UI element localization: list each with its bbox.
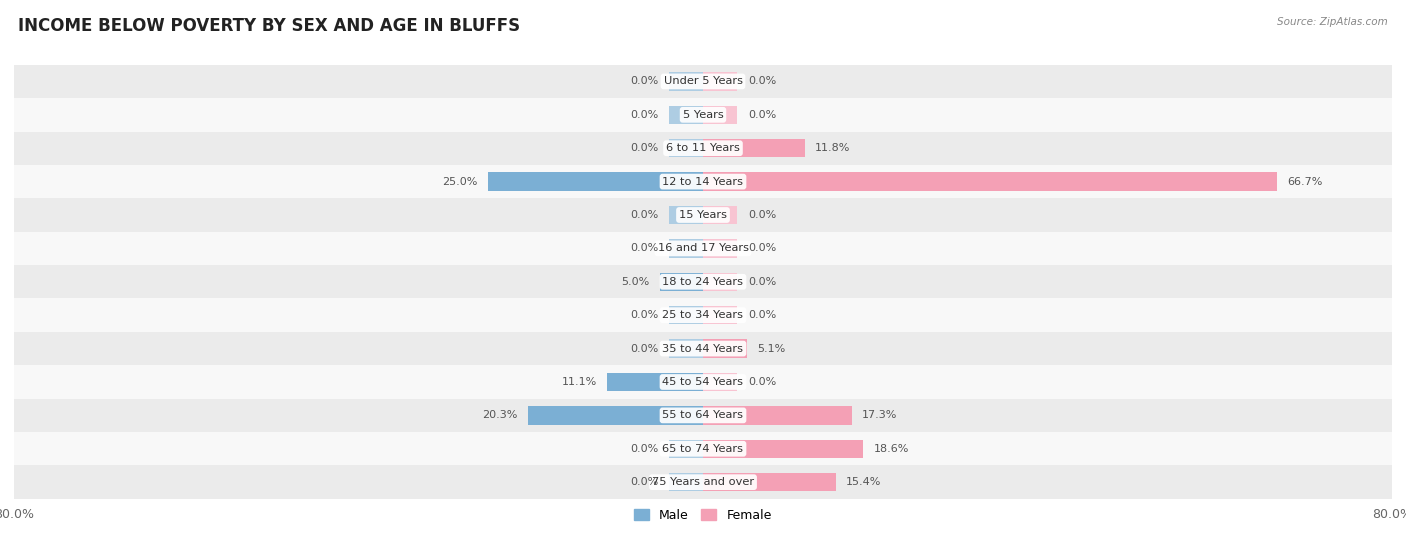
Bar: [529, 406, 703, 425]
Bar: [14, 465, 1392, 499]
Text: 6 to 11 Years: 6 to 11 Years: [666, 143, 740, 153]
Bar: [703, 72, 738, 90]
Text: 0.0%: 0.0%: [748, 277, 776, 287]
Legend: Male, Female: Male, Female: [630, 504, 776, 527]
Bar: [14, 432, 1392, 465]
Bar: [669, 473, 703, 492]
Text: 0.0%: 0.0%: [630, 344, 658, 354]
Bar: [669, 206, 703, 224]
Bar: [14, 365, 1392, 398]
Bar: [703, 239, 738, 258]
Bar: [703, 473, 835, 492]
Bar: [669, 105, 703, 124]
Text: 0.0%: 0.0%: [630, 477, 658, 487]
Text: 0.0%: 0.0%: [748, 76, 776, 86]
Bar: [703, 273, 738, 291]
Bar: [14, 132, 1392, 165]
Text: 11.1%: 11.1%: [562, 377, 598, 387]
Bar: [14, 232, 1392, 265]
Text: INCOME BELOW POVERTY BY SEX AND AGE IN BLUFFS: INCOME BELOW POVERTY BY SEX AND AGE IN B…: [18, 17, 520, 35]
Text: 0.0%: 0.0%: [630, 243, 658, 253]
Text: 20.3%: 20.3%: [482, 410, 517, 420]
Bar: [669, 339, 703, 358]
Bar: [669, 239, 703, 258]
Text: 0.0%: 0.0%: [630, 110, 658, 120]
Bar: [703, 172, 1278, 191]
Bar: [703, 339, 747, 358]
Text: 55 to 64 Years: 55 to 64 Years: [662, 410, 744, 420]
Text: 0.0%: 0.0%: [748, 110, 776, 120]
Text: 5 Years: 5 Years: [683, 110, 723, 120]
Bar: [14, 65, 1392, 98]
Bar: [703, 139, 804, 157]
Text: 75 Years and over: 75 Years and over: [652, 477, 754, 487]
Text: 17.3%: 17.3%: [862, 410, 897, 420]
Text: 0.0%: 0.0%: [630, 143, 658, 153]
Bar: [607, 373, 703, 391]
Bar: [669, 72, 703, 90]
Bar: [669, 139, 703, 157]
Bar: [659, 273, 703, 291]
Text: Source: ZipAtlas.com: Source: ZipAtlas.com: [1277, 17, 1388, 27]
Text: 66.7%: 66.7%: [1288, 176, 1323, 186]
Text: 0.0%: 0.0%: [630, 444, 658, 454]
Text: 0.0%: 0.0%: [630, 76, 658, 86]
Text: 15.4%: 15.4%: [846, 477, 882, 487]
Bar: [703, 105, 738, 124]
Text: 0.0%: 0.0%: [630, 210, 658, 220]
Bar: [14, 398, 1392, 432]
Text: 0.0%: 0.0%: [748, 243, 776, 253]
Text: 35 to 44 Years: 35 to 44 Years: [662, 344, 744, 354]
Text: 25 to 34 Years: 25 to 34 Years: [662, 310, 744, 320]
Bar: [703, 406, 852, 425]
Text: 5.1%: 5.1%: [758, 344, 786, 354]
Text: 16 and 17 Years: 16 and 17 Years: [658, 243, 748, 253]
Text: 5.0%: 5.0%: [621, 277, 650, 287]
Text: 25.0%: 25.0%: [441, 176, 478, 186]
Bar: [14, 332, 1392, 365]
Bar: [703, 306, 738, 324]
Bar: [703, 206, 738, 224]
Text: 15 Years: 15 Years: [679, 210, 727, 220]
Text: 0.0%: 0.0%: [748, 310, 776, 320]
Text: 18.6%: 18.6%: [873, 444, 908, 454]
Text: 45 to 54 Years: 45 to 54 Years: [662, 377, 744, 387]
Text: 0.0%: 0.0%: [630, 310, 658, 320]
Bar: [488, 172, 703, 191]
Text: 0.0%: 0.0%: [748, 377, 776, 387]
Bar: [703, 440, 863, 458]
Bar: [14, 98, 1392, 132]
Text: Under 5 Years: Under 5 Years: [664, 76, 742, 86]
Bar: [14, 299, 1392, 332]
Bar: [703, 373, 738, 391]
Text: 18 to 24 Years: 18 to 24 Years: [662, 277, 744, 287]
Text: 11.8%: 11.8%: [815, 143, 851, 153]
Text: 0.0%: 0.0%: [748, 210, 776, 220]
Bar: [14, 265, 1392, 299]
Text: 65 to 74 Years: 65 to 74 Years: [662, 444, 744, 454]
Bar: [669, 306, 703, 324]
Bar: [669, 440, 703, 458]
Bar: [14, 198, 1392, 232]
Bar: [14, 165, 1392, 198]
Text: 12 to 14 Years: 12 to 14 Years: [662, 176, 744, 186]
